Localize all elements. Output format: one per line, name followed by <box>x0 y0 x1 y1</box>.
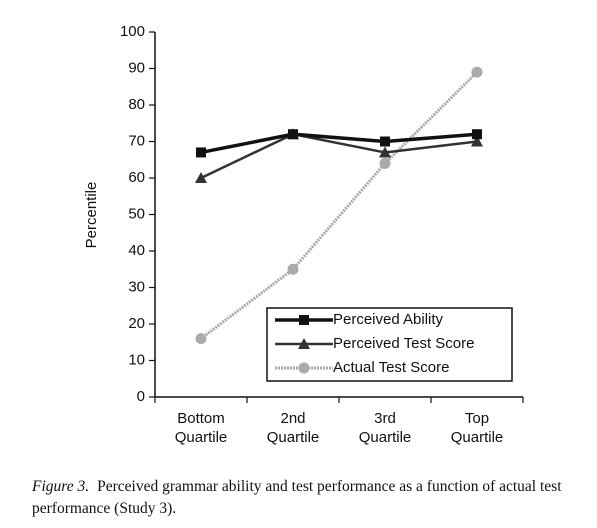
chart: Percentile 0 10 20 30 40 50 60 70 80 90 100 Bottom Q… <box>83 23 524 446</box>
y-tick-label: 50 <box>128 205 145 222</box>
y-tick-label: 30 <box>128 278 145 295</box>
caption-text: Perceived grammar ability and test perfo… <box>32 478 562 517</box>
y-tick-label: 100 <box>120 23 145 40</box>
legend-label: Perceived Ability <box>333 311 444 328</box>
legend-label: Perceived Test Score <box>333 335 474 352</box>
marker <box>472 129 482 140</box>
marker <box>287 263 299 275</box>
marker <box>196 147 206 158</box>
y-tick-label: 10 <box>128 351 145 368</box>
caption-label: Figure 3. <box>32 478 90 495</box>
y-tick-label: 0 <box>137 388 145 405</box>
marker <box>195 172 207 183</box>
x-tick-label: Top Quartile <box>451 410 504 446</box>
marker <box>299 315 309 325</box>
y-tick-label: 70 <box>128 132 145 149</box>
y-tick-label: 80 <box>128 96 145 113</box>
y-axis-label: Percentile <box>83 182 100 249</box>
marker <box>471 66 483 78</box>
marker <box>298 362 310 374</box>
y-tick-label: 40 <box>128 242 145 259</box>
legend-label: Actual Test Score <box>333 359 449 376</box>
x-tick-label: 3rd Quartile <box>359 410 412 446</box>
y-tick-label: 20 <box>128 315 145 332</box>
series-line <box>200 132 478 180</box>
series-line <box>200 71 479 340</box>
marker <box>379 146 391 158</box>
marker <box>195 333 207 345</box>
series-line <box>200 132 478 155</box>
y-tick-label: 60 <box>128 169 145 186</box>
caption: Figure 3. Perceived grammar ability and t… <box>32 476 572 520</box>
y-tick-label: 90 <box>128 59 145 76</box>
x-tick-label: Bottom Quartile <box>175 410 228 446</box>
marker <box>298 338 310 349</box>
marker <box>380 136 390 147</box>
x-tick-label: 2nd Quartile <box>267 410 320 446</box>
marker <box>288 129 298 140</box>
marker <box>379 157 391 169</box>
marker <box>471 135 483 147</box>
